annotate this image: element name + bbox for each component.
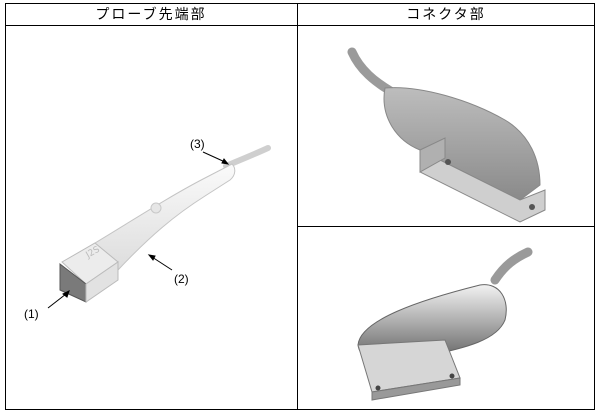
probe-illustration: J2S [59, 145, 271, 303]
header-cell: プローブ先端部 [95, 6, 206, 23]
table-grid [5, 3, 595, 410]
callout-arrows [47, 151, 230, 309]
connector-illustration [357, 247, 533, 401]
callout-label: (3) [190, 137, 205, 151]
connector-illustration [347, 47, 546, 223]
header-cell: コネクタ部 [406, 7, 485, 23]
callout-label: (2) [174, 272, 189, 286]
callout-label: (1) [24, 307, 39, 321]
